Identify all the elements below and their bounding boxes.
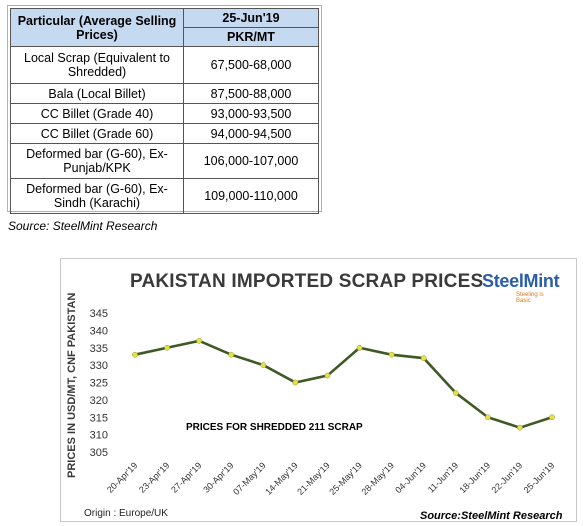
row-price: 67,500-68,000 (183, 46, 319, 84)
data-point (452, 390, 459, 396)
table-row: Local Scrap (Equivalent to Shredded) 67,… (10, 46, 319, 84)
data-point (132, 351, 138, 358)
data-point (260, 362, 267, 368)
price-table-frame: Particular (Average Selling Prices) 25-J… (7, 5, 322, 214)
y-tick-label: 310 (90, 430, 108, 442)
data-point (484, 414, 491, 421)
row-item: Bala (Local Billet) (10, 83, 184, 104)
x-tick-label: 20-Apr'19 (105, 460, 139, 494)
chart-source: Source:SteelMint Research (420, 510, 563, 522)
row-price: 109,000-110,000 (183, 178, 319, 214)
x-tick-label: 22-Jun'19 (490, 460, 525, 495)
y-tick-label: 320 (90, 395, 108, 407)
x-tick-label: 27-Apr'19 (169, 460, 203, 494)
series-line (134, 339, 553, 430)
y-tick-label: 325 (90, 378, 108, 390)
logo-tagline: Steeling is Basic (516, 292, 544, 304)
y-tick-label: 340 (90, 325, 108, 337)
logo-name: SteelMint (482, 271, 560, 291)
data-point (517, 424, 523, 431)
header-particular: Particular (Average Selling Prices) (10, 8, 184, 47)
x-tick-label: 04-Jun'19 (393, 460, 428, 495)
y-ticks: 305 310 315 320 325 330 335 340 345 (90, 308, 108, 459)
y-tick-label: 335 (90, 343, 108, 355)
header-unit: PKR/MT (183, 27, 319, 47)
steelmint-logo: SteelMint Steeling is Basic (482, 271, 560, 304)
x-tick-label: 25-Jun'19 (522, 460, 557, 495)
x-tick-label: 23-Apr'19 (137, 460, 171, 494)
x-tick-label: 11-Jun'19 (426, 460, 460, 494)
x-tick-label: 21-May'19 (295, 460, 332, 497)
price-table: Particular (Average Selling Prices) 25-J… (10, 8, 319, 214)
data-point (549, 414, 555, 421)
chart-panel (60, 258, 577, 522)
x-ticks: 20-Apr'1923-Apr'1927-Apr'1930-Apr'1907-M… (105, 460, 556, 497)
y-tick-label: 305 (90, 447, 108, 459)
chart-title: PAKISTAN IMPORTED SCRAP PRICES (130, 271, 484, 292)
data-point (420, 355, 427, 362)
data-point (324, 372, 331, 379)
y-tick-label: 315 (90, 412, 108, 424)
data-point (228, 351, 235, 358)
x-tick-label: 25-May'19 (327, 460, 364, 497)
data-point (388, 351, 395, 358)
series-points (132, 337, 555, 431)
row-item: CC Billet (Grade 40) (10, 103, 184, 124)
data-point (292, 379, 299, 386)
table-source: Source: SteelMint Research (8, 219, 158, 233)
chart-annotation: PRICES FOR SHREDDED 211 SCRAP (186, 422, 363, 433)
table-row: CC Billet (Grade 60) 94,000-94,500 (10, 123, 319, 144)
x-tick-label: 14-May'19 (263, 460, 300, 497)
origin-note: Origin : Europe/UK (84, 508, 168, 519)
x-tick-label: 07-May'19 (231, 460, 268, 497)
x-tick-label: 18-Jun'19 (457, 460, 492, 495)
x-tick-label: 28-May'19 (359, 460, 396, 497)
row-price: 106,000-107,000 (183, 143, 319, 179)
y-tick-label: 345 (90, 308, 108, 320)
y-tick-label: 330 (90, 360, 108, 372)
table-row: Deformed bar (G-60), Ex-Sindh (Karachi) … (10, 178, 319, 214)
row-item: Local Scrap (Equivalent to Shredded) (10, 46, 184, 84)
data-point (164, 344, 170, 351)
data-point (196, 337, 203, 344)
row-item: CC Billet (Grade 60) (10, 123, 184, 144)
data-point (356, 344, 363, 351)
